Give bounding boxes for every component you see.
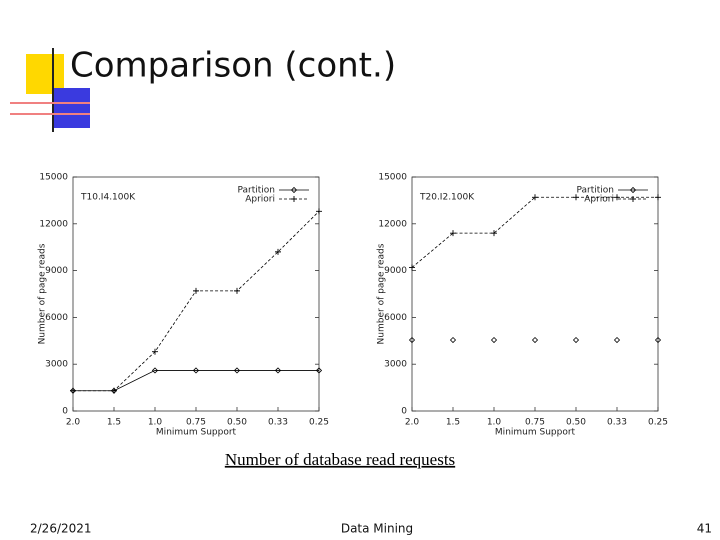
point [655, 194, 661, 201]
x-tick-label: 0.50 [227, 418, 247, 428]
deco-yellow [26, 54, 64, 94]
x-tick-label: 0.75 [525, 418, 545, 428]
point [70, 387, 76, 394]
y-tick-label: 0 [62, 407, 68, 417]
x-tick-label: 1.0 [487, 418, 502, 428]
footer-title: Data Mining [341, 522, 413, 536]
y-tick-label: 3000 [45, 360, 68, 370]
caption: Number of database read requests [225, 450, 455, 469]
point [233, 367, 241, 374]
y-tick-label: 15000 [39, 173, 68, 183]
point [614, 194, 620, 201]
x-tick-label: 0.33 [268, 418, 288, 428]
y-tick-label: 9000 [384, 266, 407, 276]
x-tick-label: 0.50 [566, 418, 586, 428]
x-tick-label: 2.0 [405, 418, 420, 428]
deco-blue [54, 88, 90, 128]
point [275, 248, 281, 255]
point [408, 336, 416, 344]
point [274, 367, 282, 374]
legend-label: Apriori [245, 195, 275, 205]
series-line [411, 196, 658, 268]
y-axis-label: Number of page reads [38, 243, 48, 344]
point [316, 208, 322, 215]
chart-title: T20.I2.100K [419, 193, 475, 203]
y-tick-label: 9000 [45, 266, 68, 276]
point [193, 287, 199, 294]
x-tick-label: 1.0 [148, 418, 163, 428]
legend-label: Partition [237, 186, 275, 196]
point [152, 348, 158, 355]
slide-title: Comparison (cont.) [70, 46, 396, 86]
y-tick-label: 12000 [378, 219, 407, 229]
x-axis-label: Minimum Support [495, 428, 576, 438]
point [490, 336, 498, 344]
plot-frame [72, 176, 320, 412]
y-tick-label: 15000 [378, 173, 407, 183]
x-tick-label: 2.0 [66, 418, 81, 428]
point [654, 336, 662, 344]
x-tick-label: 0.25 [309, 418, 329, 428]
point [531, 336, 539, 344]
point [449, 336, 457, 344]
legend-label: Partition [576, 186, 614, 196]
x-tick-label: 1.5 [107, 418, 121, 428]
point [111, 387, 117, 394]
point [234, 287, 240, 294]
y-tick-label: 12000 [39, 219, 68, 229]
y-tick-label: 6000 [45, 313, 68, 323]
x-tick-label: 0.75 [186, 418, 206, 428]
point [629, 186, 637, 194]
y-axis-label: Number of page reads [377, 243, 387, 344]
point [450, 230, 456, 237]
x-axis-label: Minimum Support [156, 428, 237, 438]
point [613, 336, 621, 344]
y-tick-label: 3000 [384, 360, 407, 370]
point [409, 264, 415, 271]
series-line [73, 211, 320, 392]
point [291, 196, 297, 202]
page-number: 41 [697, 522, 712, 536]
point [192, 367, 200, 374]
chart-title: T10.I4.100K [80, 193, 136, 203]
plot-frame [411, 176, 659, 412]
point [572, 336, 580, 344]
y-tick-label: 0 [401, 407, 407, 417]
point [151, 367, 159, 374]
point [315, 367, 323, 374]
footer-date: 2/26/2021 [30, 522, 92, 536]
x-tick-label: 1.5 [446, 418, 460, 428]
x-tick-label: 0.33 [607, 418, 627, 428]
legend-label: Apriori [584, 195, 614, 205]
point [532, 194, 538, 201]
point [573, 194, 579, 201]
point [290, 186, 298, 194]
y-tick-label: 6000 [384, 313, 407, 323]
point [491, 230, 497, 237]
x-tick-label: 0.25 [648, 418, 668, 428]
